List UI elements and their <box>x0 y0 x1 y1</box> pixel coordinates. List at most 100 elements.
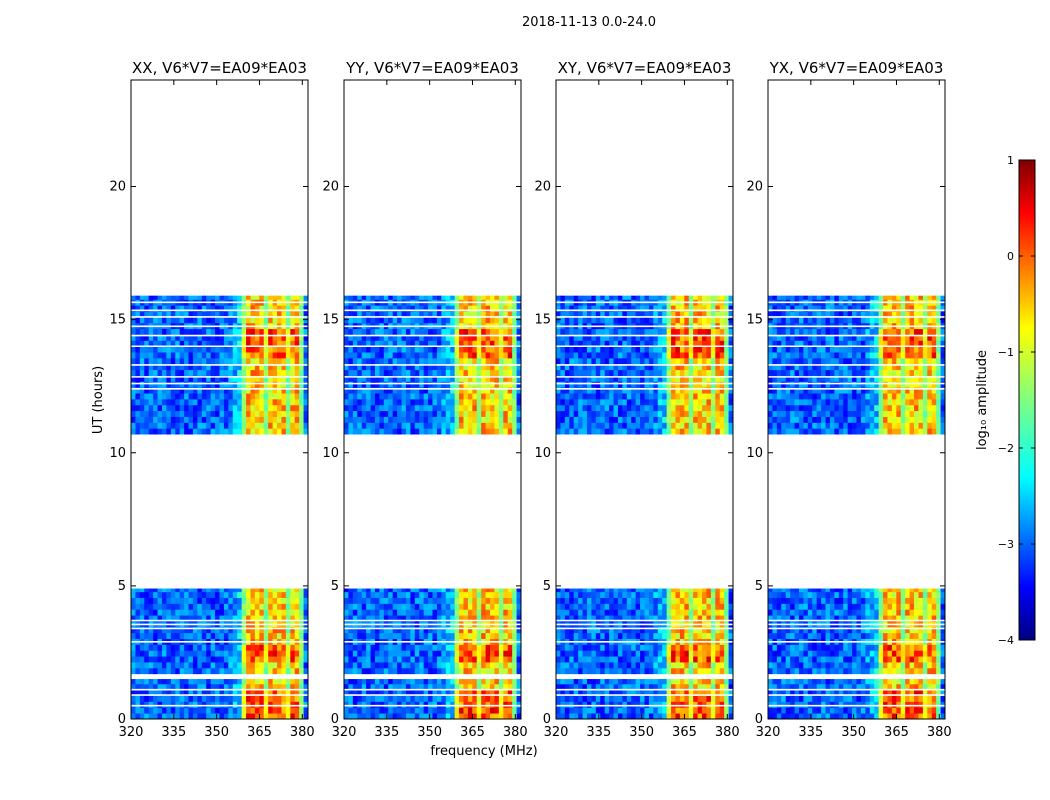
heatmap-cell <box>241 416 247 423</box>
heatmap-cell <box>459 328 464 335</box>
heatmap-cell <box>263 393 269 400</box>
heatmap-cell <box>582 689 588 696</box>
heatmap-cell <box>277 650 282 657</box>
heatmap-cell <box>272 346 278 353</box>
heatmap-cell <box>139 679 145 685</box>
heatmap-cell <box>135 334 141 341</box>
heatmap-cell <box>702 656 707 663</box>
heatmap-cell <box>232 311 238 318</box>
heatmap-cell <box>161 393 167 400</box>
heatmap-cell <box>569 656 575 663</box>
heatmap-cell <box>148 597 154 604</box>
heatmap-cell <box>662 644 668 651</box>
heatmap-cell <box>161 609 167 616</box>
heatmap-cell <box>352 393 358 400</box>
heatmap-cell <box>210 363 216 371</box>
heatmap-cell <box>428 369 433 376</box>
heatmap-cell <box>184 650 189 657</box>
heatmap-cell <box>710 591 716 598</box>
heatmap-cell <box>445 340 451 347</box>
heatmap-cell <box>454 679 460 685</box>
heatmap-cell <box>272 363 278 371</box>
heatmap-cell <box>631 707 637 714</box>
heatmap-cell <box>219 591 225 598</box>
heatmap-cell <box>303 667 309 675</box>
heatmap-cell <box>481 416 487 423</box>
heatmap-cell <box>232 695 238 702</box>
heatmap-cell <box>299 626 304 634</box>
heatmap-cell <box>679 393 685 400</box>
heatmap-cell <box>631 416 637 423</box>
heatmap-cell <box>507 369 513 376</box>
heatmap-cell <box>719 597 725 604</box>
heatmap-cell <box>586 591 592 598</box>
heatmap-cell <box>175 632 181 639</box>
heatmap-cell <box>715 387 721 394</box>
heatmap-cell <box>135 369 141 376</box>
heatmap-cell <box>622 679 628 685</box>
heatmap-cell <box>432 311 438 318</box>
heatmap-cell <box>653 609 659 616</box>
heatmap-cell <box>436 609 442 616</box>
heatmap-cell <box>706 416 712 423</box>
heatmap-cell <box>450 588 456 593</box>
heatmap-cell <box>622 422 628 429</box>
heatmap-cell <box>303 311 309 318</box>
heatmap-cell <box>294 667 300 675</box>
heatmap-cell <box>192 381 198 388</box>
heatmap-cell <box>144 334 150 341</box>
heatmap-cell <box>476 369 482 376</box>
heatmap-cell <box>223 597 229 604</box>
heatmap-cell <box>139 375 145 382</box>
heatmap-cell <box>223 615 229 622</box>
heatmap-cell <box>388 695 394 702</box>
heatmap-cell <box>410 683 416 691</box>
heatmap-cell <box>640 667 645 675</box>
heatmap-cell <box>268 369 274 376</box>
heatmap-cell <box>157 393 163 400</box>
heatmap-cell <box>201 381 207 388</box>
heatmap-cell <box>573 689 579 696</box>
heatmap-cell <box>503 346 509 353</box>
heatmap-cell <box>648 588 654 593</box>
heatmap-cell <box>277 683 282 691</box>
heatmap-cell <box>710 422 716 429</box>
heatmap-cell <box>299 644 304 651</box>
heatmap-cell <box>374 428 380 435</box>
heatmap-cell <box>622 597 628 604</box>
heatmap-cell <box>564 689 570 696</box>
heatmap-cell <box>476 603 482 610</box>
heatmap-cell <box>414 683 420 691</box>
heatmap-cell <box>688 662 694 669</box>
heatmap-cell <box>366 352 371 359</box>
heatmap-cell <box>250 404 256 412</box>
heatmap-cell <box>706 404 712 412</box>
y-tick-label: 0 <box>118 712 126 727</box>
heatmap-cell <box>467 689 473 696</box>
heatmap-cell <box>423 597 429 604</box>
heatmap-cell <box>671 603 676 610</box>
heatmap-cell <box>432 316 438 324</box>
heatmap-cell <box>352 311 358 318</box>
heatmap-cell <box>472 416 478 423</box>
heatmap-cell <box>573 667 579 675</box>
heatmap-cell <box>139 311 145 318</box>
heatmap-cell <box>197 662 203 669</box>
heatmap-cell <box>166 667 172 675</box>
heatmap-cell <box>175 311 181 318</box>
heatmap-cell <box>600 591 606 598</box>
heatmap-cell <box>490 346 495 353</box>
heatmap-cell <box>374 393 380 400</box>
heatmap-cell <box>179 683 185 691</box>
heatmap-cell <box>512 695 517 702</box>
heatmap-cell <box>370 346 376 353</box>
heatmap-cell <box>223 713 229 720</box>
heatmap-cell <box>228 346 234 353</box>
heatmap-cell <box>516 689 522 696</box>
heatmap-cell <box>188 428 194 435</box>
heatmap-cell <box>206 393 212 400</box>
heatmap-cell <box>476 707 482 714</box>
heatmap-cell <box>640 632 645 639</box>
heatmap-cell <box>436 683 442 691</box>
heatmap-cell <box>441 713 447 720</box>
